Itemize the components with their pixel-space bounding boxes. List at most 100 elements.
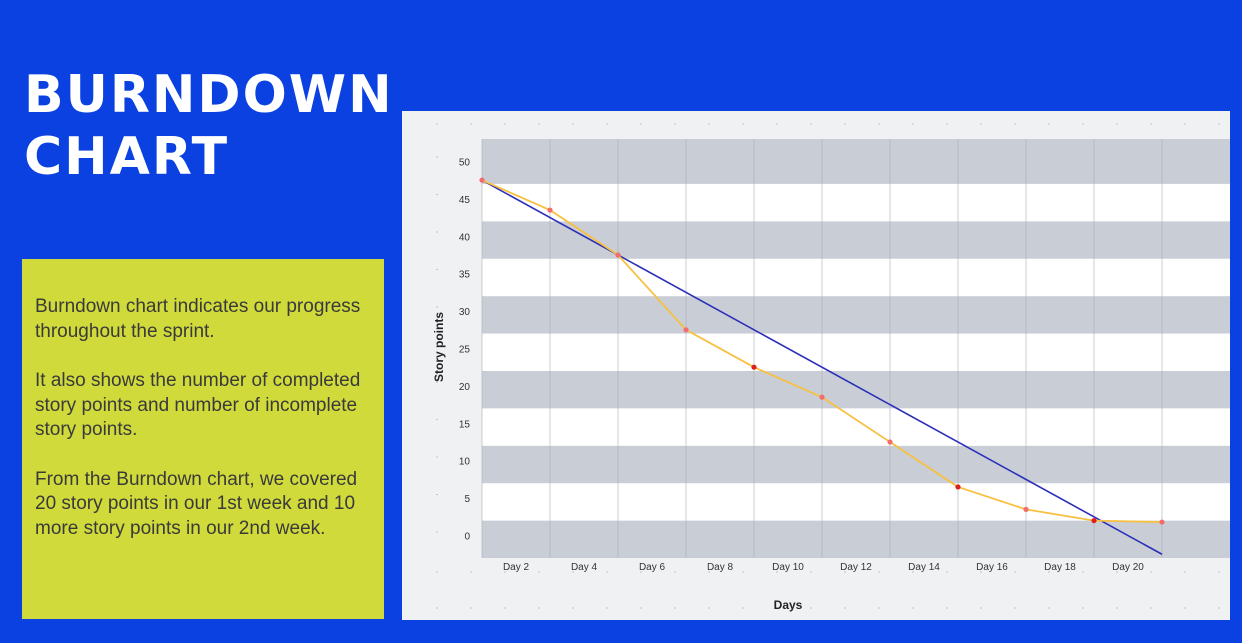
grid-dot bbox=[810, 123, 812, 125]
y-tick-label: 30 bbox=[459, 307, 471, 318]
y-tick-label: 40 bbox=[459, 232, 471, 243]
grid-dot bbox=[504, 571, 506, 573]
x-tick-label: Day 8 bbox=[707, 562, 734, 573]
y-tick-label: 45 bbox=[459, 195, 471, 206]
grid-dot bbox=[844, 607, 846, 609]
grid-dot bbox=[980, 123, 982, 125]
x-tick-label: Day 20 bbox=[1112, 562, 1144, 573]
grid-dot bbox=[844, 571, 846, 573]
grid-dot bbox=[1218, 607, 1220, 609]
grid-dot bbox=[436, 343, 438, 346]
y-tick-label: 10 bbox=[459, 457, 471, 468]
actual-data-point bbox=[1023, 506, 1029, 512]
grid-dot bbox=[470, 571, 472, 573]
grid-dot bbox=[640, 607, 642, 609]
chart-band bbox=[482, 483, 1230, 521]
chart-band bbox=[482, 520, 1230, 558]
chart-band bbox=[482, 408, 1230, 446]
x-tick-label: Day 6 bbox=[639, 562, 666, 573]
y-tick-label: 25 bbox=[459, 345, 471, 356]
grid-dot bbox=[912, 571, 914, 573]
info-paragraph-2: It also shows the number of completed st… bbox=[35, 370, 361, 440]
grid-dot bbox=[1184, 571, 1186, 573]
chart-band bbox=[482, 139, 1230, 184]
grid-dot bbox=[674, 123, 676, 125]
grid-dot bbox=[436, 531, 438, 533]
actual-data-point bbox=[1091, 517, 1097, 524]
actual-data-point bbox=[955, 484, 961, 490]
grid-dot bbox=[878, 571, 880, 573]
grid-dot bbox=[606, 571, 608, 573]
chart-band bbox=[482, 333, 1230, 371]
grid-dot bbox=[572, 123, 574, 125]
grid-dot bbox=[912, 607, 914, 609]
chart-band bbox=[482, 296, 1230, 334]
info-paragraph-3: From the Burndown chart, we covered 20 s… bbox=[35, 468, 358, 539]
grid-dot bbox=[436, 156, 438, 158]
grid-dot bbox=[1082, 123, 1084, 125]
grid-dot bbox=[436, 306, 438, 308]
grid-dot bbox=[980, 607, 982, 609]
grid-dot bbox=[742, 607, 744, 609]
grid-dot bbox=[572, 571, 574, 573]
grid-dot bbox=[1150, 123, 1152, 125]
grid-dot bbox=[606, 607, 608, 609]
grid-dot bbox=[742, 571, 744, 573]
actual-data-point bbox=[1159, 519, 1165, 525]
chart-canvas: 0 5 10 15 20 25 30 35 40 45 50 Day 2 Day 4 Day 6 Day … bbox=[432, 123, 1230, 612]
grid-dot bbox=[810, 571, 812, 573]
actual-data-point bbox=[751, 364, 757, 370]
grid-dot bbox=[640, 571, 642, 573]
grid-dot bbox=[436, 571, 438, 573]
grid-dot bbox=[912, 123, 914, 125]
grid-dot bbox=[1014, 607, 1016, 609]
chart-band bbox=[482, 183, 1230, 222]
actual-data-point bbox=[683, 327, 689, 333]
grid-dot bbox=[1014, 571, 1016, 573]
grid-dot bbox=[504, 123, 506, 125]
grid-dot bbox=[708, 607, 710, 609]
grid-dot bbox=[1048, 607, 1050, 609]
info-box: Burndown chart indicates our progress th… bbox=[22, 259, 384, 619]
x-tick-label: Day 12 bbox=[840, 562, 872, 573]
grid-dot bbox=[878, 607, 880, 609]
y-tick-label: 35 bbox=[459, 270, 471, 281]
grid-dot bbox=[1048, 123, 1050, 125]
grid-dot bbox=[436, 456, 438, 458]
y-tick-label: 20 bbox=[459, 382, 471, 393]
grid-dot bbox=[436, 607, 438, 609]
grid-dot bbox=[436, 231, 438, 233]
grid-dot bbox=[776, 607, 778, 609]
slide-title: BURNDOWN CHART bbox=[24, 64, 394, 188]
grid-dot bbox=[436, 123, 438, 125]
ideal-burndown-line bbox=[481, 179, 1163, 555]
grid-dot bbox=[708, 571, 710, 573]
grid-dot bbox=[1116, 571, 1118, 573]
grid-dot bbox=[708, 123, 710, 125]
grid-dot bbox=[606, 123, 608, 125]
x-tick-label: Day 10 bbox=[772, 562, 804, 573]
actual-data-point bbox=[887, 439, 893, 445]
grid-dot bbox=[742, 123, 744, 125]
y-tick-label: 15 bbox=[459, 419, 471, 430]
grid-dot bbox=[640, 123, 642, 125]
y-tick-label: 50 bbox=[459, 157, 471, 168]
chart-band bbox=[482, 370, 1230, 409]
grid-dot bbox=[980, 571, 982, 573]
grid-dot bbox=[946, 123, 948, 125]
y-axis-title: Story points bbox=[432, 312, 446, 382]
x-tick-label: Day 14 bbox=[908, 562, 940, 573]
grid-dot bbox=[1116, 123, 1118, 125]
x-tick-label: Day 18 bbox=[1044, 562, 1076, 573]
grid-dot bbox=[1014, 123, 1016, 125]
grid-dot bbox=[1082, 571, 1084, 573]
grid-dot bbox=[470, 123, 472, 125]
grid-dot bbox=[436, 268, 438, 271]
grid-dot bbox=[538, 123, 540, 125]
actual-data-point bbox=[479, 177, 485, 183]
x-tick-label: Day 2 bbox=[503, 562, 530, 573]
actual-data-point bbox=[547, 207, 553, 213]
grid-dot bbox=[878, 123, 880, 125]
grid-dot bbox=[436, 493, 438, 496]
grid-dot bbox=[436, 193, 438, 196]
